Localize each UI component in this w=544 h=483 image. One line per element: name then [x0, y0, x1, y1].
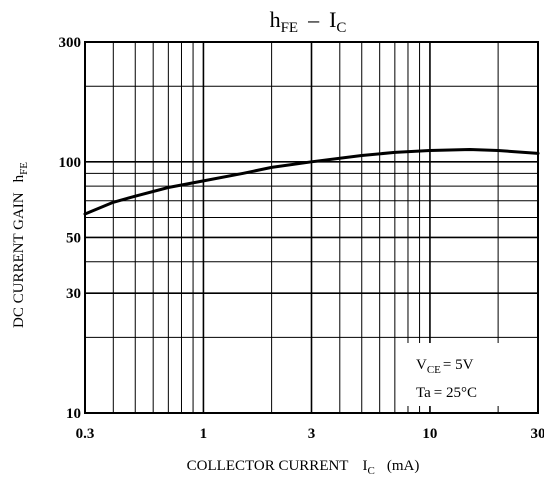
- y-tick-label: 10: [66, 406, 81, 422]
- x-axis-label: COLLECTOR CURRENT IC (mA): [187, 458, 420, 477]
- chart-title: hFE – IC: [270, 7, 347, 36]
- x-tick-label: 10: [422, 426, 437, 442]
- y-tick-label: 300: [59, 35, 82, 51]
- x-tick-label: 0.3: [76, 426, 95, 442]
- x-tick-label: 1: [200, 426, 208, 442]
- y-tick-label: 100: [59, 155, 82, 171]
- plot-frame: [84, 41, 539, 414]
- condition-vce: VCE = 5V: [416, 357, 474, 376]
- curve-layer: [83, 148, 540, 216]
- y-tick-label: 30: [66, 286, 81, 302]
- hfe-curve-0: [83, 148, 540, 216]
- condition-ta: Ta = 25°C: [416, 385, 477, 401]
- y-tick-label: 50: [66, 230, 81, 246]
- x-tick-labels: 0.3 1 3 10 30: [76, 426, 544, 442]
- y-axis-label: DC CURRENT GAINhFE: [11, 162, 30, 328]
- conditions-box: [405, 343, 530, 406]
- y-tick-labels: 10 30 50 100 300: [59, 35, 82, 422]
- x-tick-label: 30: [531, 426, 544, 442]
- x-tick-label: 3: [308, 426, 316, 442]
